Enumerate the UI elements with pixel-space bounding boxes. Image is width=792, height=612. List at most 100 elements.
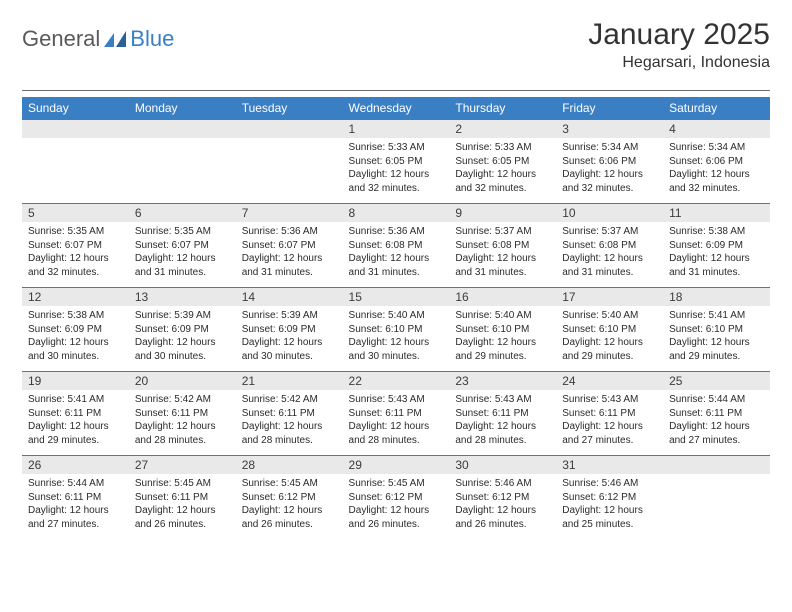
calendar-day-cell: 19Sunrise: 5:41 AMSunset: 6:11 PMDayligh… [22, 371, 129, 455]
sunset-line: Sunset: 6:11 PM [28, 491, 123, 505]
daylight-line: Daylight: 12 hours and 32 minutes. [28, 252, 123, 279]
day-number: 31 [556, 455, 663, 474]
sunrise-line: Sunrise: 5:35 AM [28, 225, 123, 239]
calendar-day-cell: 20Sunrise: 5:42 AMSunset: 6:11 PMDayligh… [129, 371, 236, 455]
day-detail: Sunrise: 5:40 AMSunset: 6:10 PMDaylight:… [449, 306, 556, 369]
sunrise-line: Sunrise: 5:39 AM [135, 309, 230, 323]
day-detail: Sunrise: 5:43 AMSunset: 6:11 PMDaylight:… [556, 390, 663, 453]
day-detail: Sunrise: 5:41 AMSunset: 6:11 PMDaylight:… [22, 390, 129, 453]
sunset-line: Sunset: 6:11 PM [135, 407, 230, 421]
calendar-day-cell: 9Sunrise: 5:37 AMSunset: 6:08 PMDaylight… [449, 203, 556, 287]
day-number: 24 [556, 371, 663, 390]
sunrise-line: Sunrise: 5:46 AM [562, 477, 657, 491]
daylight-line: Daylight: 12 hours and 28 minutes. [242, 420, 337, 447]
weekday-row: Sunday Monday Tuesday Wednesday Thursday… [22, 97, 770, 119]
calendar-day-cell: 13Sunrise: 5:39 AMSunset: 6:09 PMDayligh… [129, 287, 236, 371]
sunset-line: Sunset: 6:06 PM [562, 155, 657, 169]
day-number: 17 [556, 287, 663, 306]
day-number: 22 [343, 371, 450, 390]
day-number: 14 [236, 287, 343, 306]
day-detail: Sunrise: 5:35 AMSunset: 6:07 PMDaylight:… [129, 222, 236, 285]
daylight-line: Daylight: 12 hours and 32 minutes. [562, 168, 657, 195]
day-number: 5 [22, 203, 129, 222]
sunset-line: Sunset: 6:09 PM [242, 323, 337, 337]
calendar-day-cell: 16Sunrise: 5:40 AMSunset: 6:10 PMDayligh… [449, 287, 556, 371]
sunrise-line: Sunrise: 5:36 AM [349, 225, 444, 239]
day-detail: Sunrise: 5:37 AMSunset: 6:08 PMDaylight:… [556, 222, 663, 285]
calendar-day-cell: 5Sunrise: 5:35 AMSunset: 6:07 PMDaylight… [22, 203, 129, 287]
sunrise-line: Sunrise: 5:46 AM [455, 477, 550, 491]
sunset-line: Sunset: 6:07 PM [242, 239, 337, 253]
daylight-line: Daylight: 12 hours and 26 minutes. [349, 504, 444, 531]
calendar-day-cell: 3Sunrise: 5:34 AMSunset: 6:06 PMDaylight… [556, 119, 663, 203]
sunrise-line: Sunrise: 5:43 AM [349, 393, 444, 407]
daylight-line: Daylight: 12 hours and 27 minutes. [28, 504, 123, 531]
sunset-line: Sunset: 6:10 PM [455, 323, 550, 337]
daylight-line: Daylight: 12 hours and 29 minutes. [455, 336, 550, 363]
day-number: 19 [22, 371, 129, 390]
month-title: January 2025 [588, 18, 770, 52]
day-detail: Sunrise: 5:41 AMSunset: 6:10 PMDaylight:… [663, 306, 770, 369]
sunrise-line: Sunrise: 5:40 AM [562, 309, 657, 323]
calendar-day-cell: 27Sunrise: 5:45 AMSunset: 6:11 PMDayligh… [129, 455, 236, 539]
sunrise-line: Sunrise: 5:42 AM [242, 393, 337, 407]
day-detail: Sunrise: 5:42 AMSunset: 6:11 PMDaylight:… [129, 390, 236, 453]
daylight-line: Daylight: 12 hours and 27 minutes. [669, 420, 764, 447]
day-detail: Sunrise: 5:40 AMSunset: 6:10 PMDaylight:… [343, 306, 450, 369]
day-detail: Sunrise: 5:39 AMSunset: 6:09 PMDaylight:… [129, 306, 236, 369]
day-number [22, 119, 129, 138]
calendar-week-row: 5Sunrise: 5:35 AMSunset: 6:07 PMDaylight… [22, 203, 770, 287]
day-number: 26 [22, 455, 129, 474]
day-detail: Sunrise: 5:33 AMSunset: 6:05 PMDaylight:… [449, 138, 556, 201]
calendar-day-cell: 6Sunrise: 5:35 AMSunset: 6:07 PMDaylight… [129, 203, 236, 287]
logo-text-blue: Blue [130, 26, 174, 52]
day-number: 9 [449, 203, 556, 222]
day-number: 28 [236, 455, 343, 474]
day-number [236, 119, 343, 138]
day-detail: Sunrise: 5:43 AMSunset: 6:11 PMDaylight:… [449, 390, 556, 453]
daylight-line: Daylight: 12 hours and 26 minutes. [242, 504, 337, 531]
sunset-line: Sunset: 6:09 PM [135, 323, 230, 337]
calendar-day-cell: 18Sunrise: 5:41 AMSunset: 6:10 PMDayligh… [663, 287, 770, 371]
calendar-table: Sunday Monday Tuesday Wednesday Thursday… [22, 97, 770, 539]
sunrise-line: Sunrise: 5:35 AM [135, 225, 230, 239]
sunset-line: Sunset: 6:11 PM [242, 407, 337, 421]
location-label: Hegarsari, Indonesia [588, 54, 770, 72]
sunrise-line: Sunrise: 5:45 AM [349, 477, 444, 491]
daylight-line: Daylight: 12 hours and 32 minutes. [455, 168, 550, 195]
daylight-line: Daylight: 12 hours and 28 minutes. [455, 420, 550, 447]
sunset-line: Sunset: 6:09 PM [28, 323, 123, 337]
sunrise-line: Sunrise: 5:41 AM [28, 393, 123, 407]
sunset-line: Sunset: 6:11 PM [135, 491, 230, 505]
daylight-line: Daylight: 12 hours and 29 minutes. [28, 420, 123, 447]
calendar-day-cell: 21 Sunrise: 5:42 AMSunset: 6:11 PMDayligh… [236, 371, 343, 455]
logo: General Blue [22, 26, 174, 52]
day-number: 6 [129, 203, 236, 222]
day-detail: Sunrise: 5:34 AMSunset: 6:06 PMDaylight:… [663, 138, 770, 201]
sunset-line: Sunset: 6:10 PM [562, 323, 657, 337]
calendar-day-cell [663, 455, 770, 539]
calendar-day-cell: 26 Sunrise: 5:44 AMSunset: 6:11 PMDayligh… [22, 455, 129, 539]
calendar-day-cell: 8Sunrise: 5:36 AMSunset: 6:08 PMDaylight… [343, 203, 450, 287]
day-detail: Sunrise: 5:37 AMSunset: 6:08 PMDaylight:… [449, 222, 556, 285]
sunset-line: Sunset: 6:12 PM [242, 491, 337, 505]
day-detail: Sunrise: 5:38 AMSunset: 6:09 PMDaylight:… [663, 222, 770, 285]
sunrise-line: Sunrise: 5:41 AM [669, 309, 764, 323]
sail-icon [104, 31, 126, 47]
calendar-day-cell: 11Sunrise: 5:38 AMSunset: 6:09 PMDayligh… [663, 203, 770, 287]
day-number: 12 [22, 287, 129, 306]
sunset-line: Sunset: 6:10 PM [349, 323, 444, 337]
calendar-week-row: 26Sunrise: 5:44 AMSunset: 6:11 PMDayligh… [22, 455, 770, 539]
sunrise-line: Sunrise: 5:44 AM [28, 477, 123, 491]
daylight-line: Daylight: 12 hours and 30 minutes. [242, 336, 337, 363]
day-number: 21 [236, 371, 343, 390]
calendar-day-cell: 29Sunrise: 5:45 AMSunset: 6:12 PMDayligh… [343, 455, 450, 539]
day-number: 8 [343, 203, 450, 222]
calendar-week-row: 1Sunrise: 5:33 AMSunset: 6:05 PMDaylight… [22, 119, 770, 203]
calendar-day-cell: 17Sunrise: 5:40 AMSunset: 6:10 PMDayligh… [556, 287, 663, 371]
calendar-day-cell: 30Sunrise: 5:46 AMSunset: 6:12 PMDayligh… [449, 455, 556, 539]
day-detail: Sunrise: 5:45 AMSunset: 6:11 PMDaylight:… [129, 474, 236, 537]
sunset-line: Sunset: 6:12 PM [349, 491, 444, 505]
daylight-line: Daylight: 12 hours and 32 minutes. [669, 168, 764, 195]
day-number: 1 [343, 119, 450, 138]
